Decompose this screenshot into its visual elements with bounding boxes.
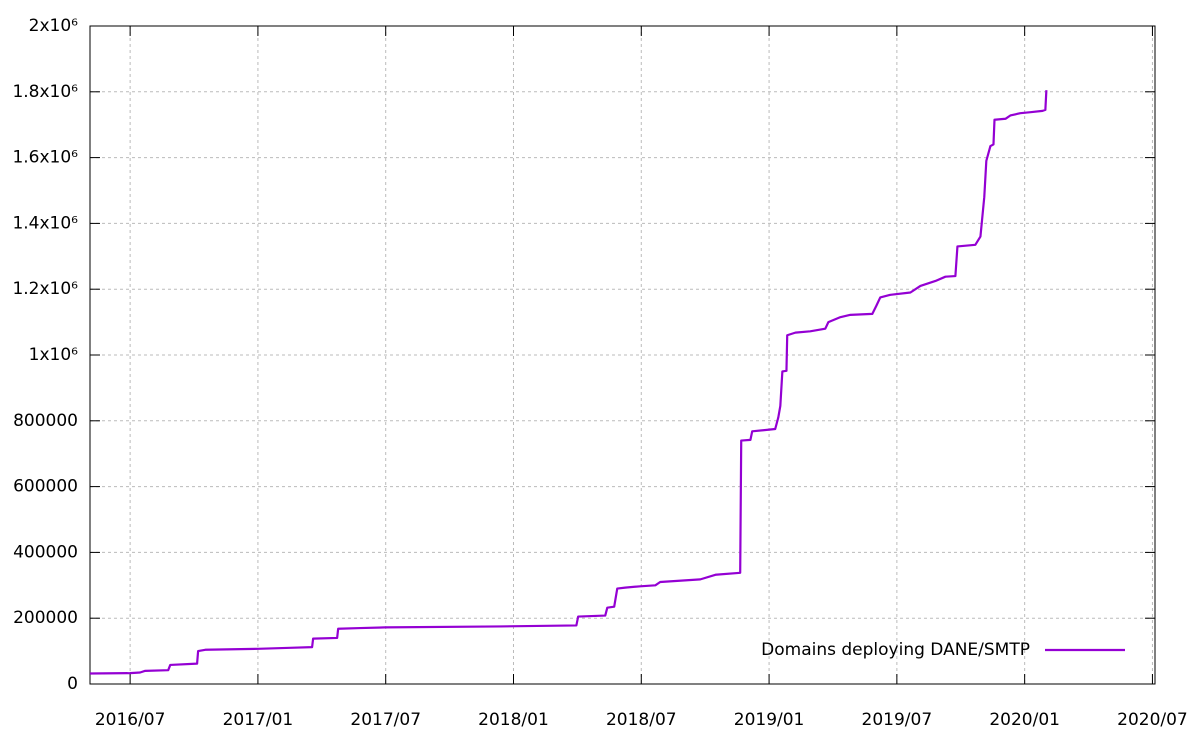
- y-tick-label: 0: [67, 674, 78, 694]
- y-tick-label: 1.2x10⁶: [12, 279, 78, 299]
- y-tick-label: 1.6x10⁶: [12, 148, 78, 168]
- y-tick-label: 600000: [13, 477, 78, 497]
- x-tick-label: 2020/07: [1117, 710, 1188, 730]
- y-tick-label: 1.8x10⁶: [12, 82, 78, 102]
- y-tick-label: 800000: [13, 411, 78, 431]
- legend-label: Domains deploying DANE/SMTP: [761, 640, 1030, 660]
- y-tick-label: 1x10⁶: [29, 345, 79, 365]
- y-tick-label: 1.4x10⁶: [12, 213, 78, 233]
- plot-frame: [89, 25, 1156, 685]
- x-tick-label: 2019/07: [862, 710, 933, 730]
- x-tick-label: 2020/01: [989, 710, 1060, 730]
- y-tick-label: 2x10⁶: [29, 16, 79, 36]
- x-tick-label: 2017/07: [350, 710, 421, 730]
- y-tick-label: 400000: [13, 542, 78, 562]
- x-tick-label: 2017/01: [223, 710, 294, 730]
- x-tick-label: 2016/07: [95, 710, 166, 730]
- y-tick-label: 200000: [13, 608, 78, 628]
- x-tick-label: 2018/01: [478, 710, 549, 730]
- x-tick-label: 2018/07: [606, 710, 677, 730]
- x-tick-label: 2019/01: [734, 710, 805, 730]
- data-line: [89, 90, 1048, 675]
